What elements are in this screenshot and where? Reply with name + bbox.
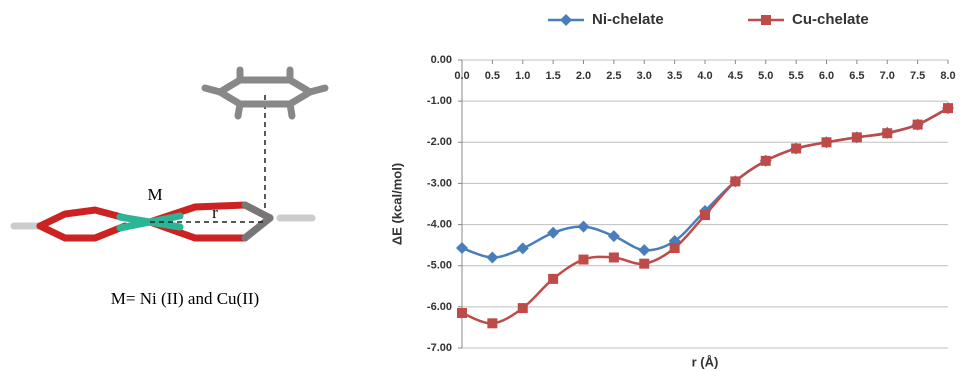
- y-tick-label: -7.00: [427, 342, 452, 354]
- legend-marker: [560, 14, 572, 26]
- data-point: [547, 227, 559, 239]
- x-tick-label: 6.0: [819, 70, 834, 82]
- legend-label: Ni-chelate: [592, 11, 664, 28]
- y-tick-label: -1.00: [427, 95, 452, 107]
- caption: M= Ni (II) and Cu(II): [111, 289, 259, 308]
- data-point: [579, 255, 589, 265]
- data-point: [518, 303, 528, 313]
- data-point: [457, 308, 467, 318]
- x-tick-label: 3.0: [637, 70, 652, 82]
- x-axis-title: r (Å): [692, 354, 719, 369]
- data-point: [639, 259, 649, 269]
- figure: M r M= Ni (II) and Cu(II) r (Å) ΔE (kcal…: [0, 0, 961, 371]
- x-tick-label: 7.5: [910, 70, 925, 82]
- x-tick-label: 4.0: [697, 70, 712, 82]
- data-point: [943, 103, 953, 113]
- data-point: [578, 221, 590, 233]
- x-tick-label: 3.5: [667, 70, 682, 82]
- x-tick-label: 0.5: [485, 70, 500, 82]
- data-point: [670, 243, 680, 253]
- series-line: [462, 108, 948, 257]
- x-tick-label: 2.5: [606, 70, 621, 82]
- x-tick-label: 4.5: [728, 70, 743, 82]
- x-tick-label: 5.0: [758, 70, 773, 82]
- x-tick-label: 7.0: [880, 70, 895, 82]
- data-point: [791, 143, 801, 153]
- data-point: [700, 210, 710, 220]
- legend-label: Cu-chelate: [792, 11, 869, 28]
- y-tick-label: -3.00: [427, 177, 452, 189]
- x-tick-label: 8.0: [940, 70, 955, 82]
- data-point: [517, 242, 529, 254]
- data-point: [486, 251, 498, 263]
- molecule: [14, 70, 325, 238]
- data-point: [761, 156, 771, 166]
- x-tick-label: 0.0: [454, 70, 469, 82]
- x-tick-label: 2.0: [576, 70, 591, 82]
- x-tick-label: 6.5: [849, 70, 864, 82]
- metal-label: M: [147, 185, 162, 204]
- y-tick-label: -6.00: [427, 301, 452, 313]
- data-point: [608, 230, 620, 242]
- data-point: [852, 132, 862, 142]
- y-tick-label: 0.00: [431, 54, 452, 66]
- data-point: [548, 274, 558, 284]
- data-point: [882, 128, 892, 138]
- x-tick-label: 1.5: [545, 70, 560, 82]
- data-point: [638, 244, 650, 256]
- y-axis-title: ΔE (kcal/mol): [389, 163, 404, 245]
- legend-marker: [761, 15, 771, 25]
- x-tick-label: 5.5: [788, 70, 803, 82]
- distance-label: r: [212, 203, 218, 222]
- data-point: [609, 252, 619, 262]
- data-point: [730, 176, 740, 186]
- data-point: [456, 242, 468, 254]
- x-tick-label: 1.0: [515, 70, 530, 82]
- data-point: [822, 137, 832, 147]
- data-point: [913, 120, 923, 130]
- y-tick-label: -5.00: [427, 260, 452, 272]
- y-tick-label: -4.00: [427, 218, 452, 230]
- y-tick-label: -2.00: [427, 136, 452, 148]
- data-point: [487, 318, 497, 328]
